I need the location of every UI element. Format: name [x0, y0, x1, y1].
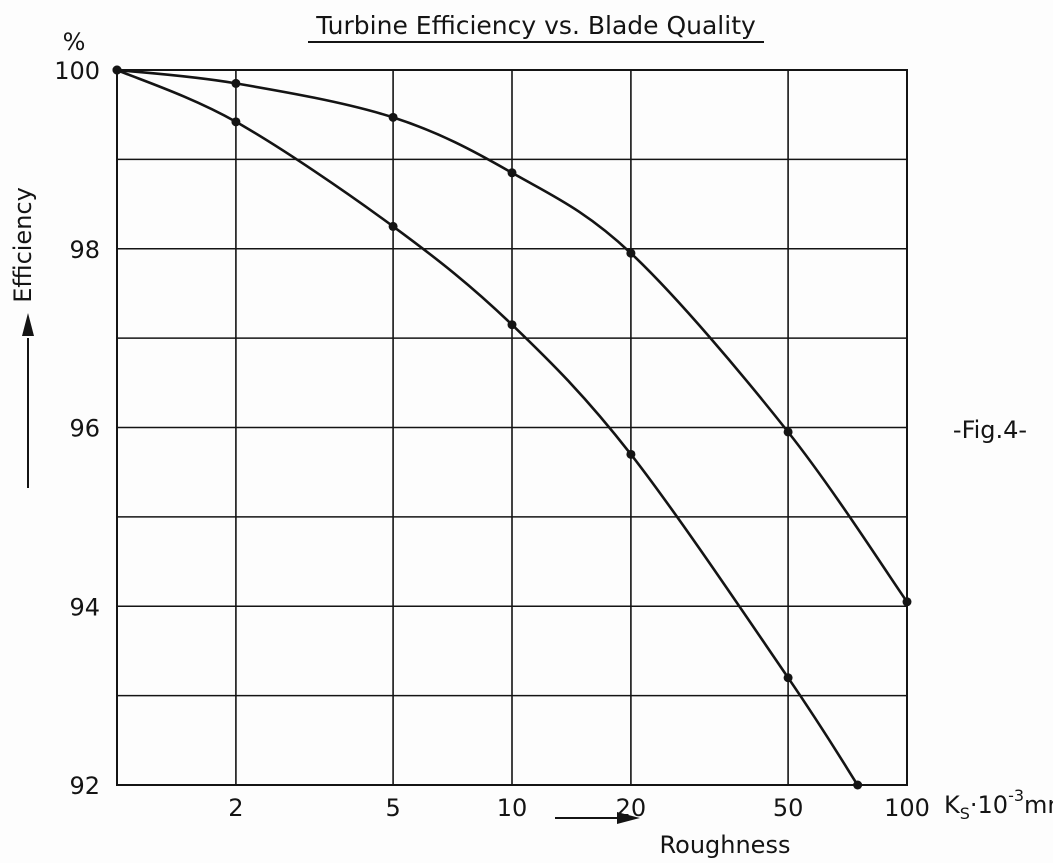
- x-tick-label: 20: [616, 794, 647, 822]
- x-tick-label: 10: [497, 794, 528, 822]
- x-axis-label: Roughness: [660, 831, 791, 859]
- y-tick-labels: 92 94 96 98 100: [54, 57, 100, 800]
- series-1-point: [231, 78, 241, 88]
- series-2-line: [116, 68, 859, 786]
- x-tick-label: 5: [385, 794, 400, 822]
- series-2-point: [626, 449, 636, 459]
- y-tick-label: 92: [69, 772, 100, 800]
- x-tick-label: 100: [884, 794, 930, 822]
- series-group: [112, 65, 912, 790]
- x-tick-label: 2: [228, 794, 243, 822]
- series-2-point: [231, 117, 241, 127]
- y-tick-label: 100: [54, 57, 100, 85]
- y-tick-label: 96: [69, 415, 100, 443]
- series-2-point: [853, 780, 863, 790]
- series-1-point: [902, 597, 912, 607]
- chart-title: Turbine Efficiency vs. Blade Quality: [315, 11, 756, 40]
- series-1-point: [626, 248, 636, 258]
- x-axis-arrow-head: [617, 812, 640, 824]
- y-unit-label: %: [63, 28, 86, 56]
- series-1-point: [507, 168, 517, 178]
- y-tick-label: 94: [69, 593, 100, 621]
- series-2-point: [507, 320, 517, 330]
- y-axis-arrow-head: [22, 313, 34, 336]
- series-2-point: [388, 221, 398, 231]
- series-2-point: [112, 65, 122, 75]
- grid: [116, 69, 908, 786]
- series-2-point: [783, 673, 793, 683]
- x-tick-label: 50: [773, 794, 804, 822]
- series-1-line: [116, 68, 909, 603]
- series-1-point: [783, 427, 793, 437]
- y-tick-label: 98: [69, 236, 100, 264]
- y-axis-label: Efficiency: [9, 187, 37, 303]
- x-tick-labels: 2 5 10 20 50 100: [228, 794, 930, 822]
- x-unit-label: KS·10-3mm: [944, 786, 1053, 823]
- figure-label: -Fig.4-: [953, 416, 1027, 444]
- series-1-point: [388, 112, 398, 122]
